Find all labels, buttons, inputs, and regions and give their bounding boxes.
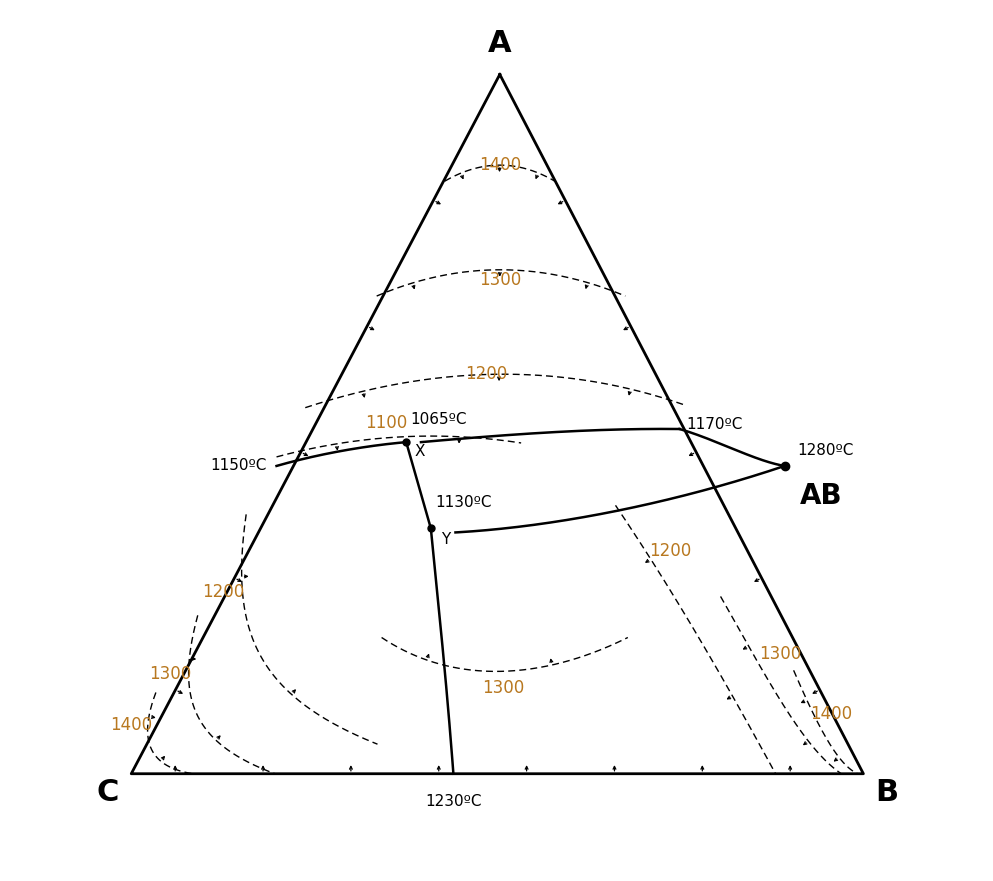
Text: 1400: 1400 (479, 156, 521, 174)
Text: 1300: 1300 (482, 678, 524, 697)
Text: C: C (96, 778, 119, 807)
Text: 1130ºC: 1130ºC (435, 495, 492, 510)
Text: 1400: 1400 (810, 705, 852, 722)
Text: 1200: 1200 (203, 583, 244, 602)
Text: 1065ºC: 1065ºC (410, 412, 467, 427)
Text: 1170ºC: 1170ºC (686, 418, 743, 433)
Text: 1280ºC: 1280ºC (797, 443, 853, 458)
Text: Y: Y (441, 532, 450, 547)
Text: AB: AB (799, 483, 842, 510)
Text: 1300: 1300 (759, 645, 801, 663)
Text: 1200: 1200 (649, 543, 691, 560)
Text: X: X (414, 444, 425, 459)
Text: 1150ºC: 1150ºC (211, 458, 267, 473)
Text: 1200: 1200 (466, 365, 507, 383)
Text: B: B (876, 778, 899, 807)
Text: 1100: 1100 (365, 414, 407, 433)
Text: A: A (488, 29, 511, 58)
Text: 1400: 1400 (109, 716, 152, 734)
Text: 1300: 1300 (479, 270, 521, 289)
Text: 1230ºC: 1230ºC (425, 795, 482, 810)
Text: 1300: 1300 (149, 665, 192, 684)
